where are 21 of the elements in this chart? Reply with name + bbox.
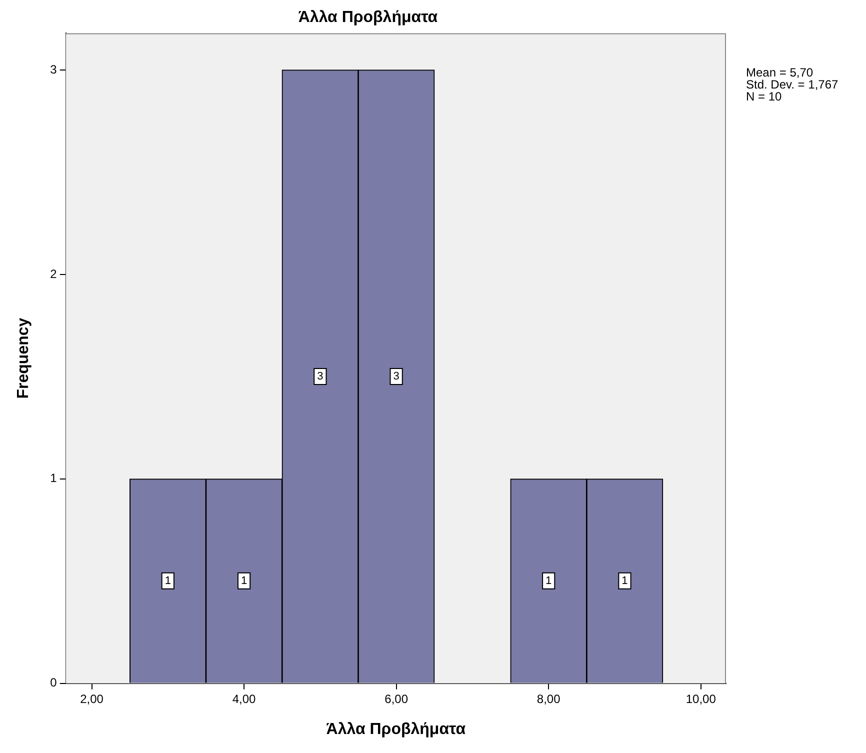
data-label: 1 [240,574,248,587]
y-axis-title: Frequency [15,318,32,399]
x-tick-label: 10,00 [686,692,716,706]
y-tick-label: 2 [50,266,58,281]
text: Std. Dev. = 1,767 [746,78,838,92]
y-tick-label: 1 [50,471,58,486]
data-label: 1 [622,574,628,587]
y-tick-label: 0 [50,676,58,690]
x-tick-label: 8,00 [536,692,561,706]
text: Mean = 5,70 [746,66,814,80]
data-label: 3 [317,370,324,382]
x-tick-label: 2,00 [80,692,104,706]
x-tick-label: 4,00 [232,692,256,706]
y-tick-label: 3 [50,62,58,76]
chart-title: Άλλα Προβλήματα [298,9,438,26]
data-label: 1 [546,574,552,587]
x-tick-label: 6,00 [384,692,408,706]
data-label: 3 [393,370,400,382]
text: N = 10 [746,90,782,104]
x-axis-title: Άλλα Προβλήματα [326,720,466,738]
data-label: 1 [164,574,171,587]
